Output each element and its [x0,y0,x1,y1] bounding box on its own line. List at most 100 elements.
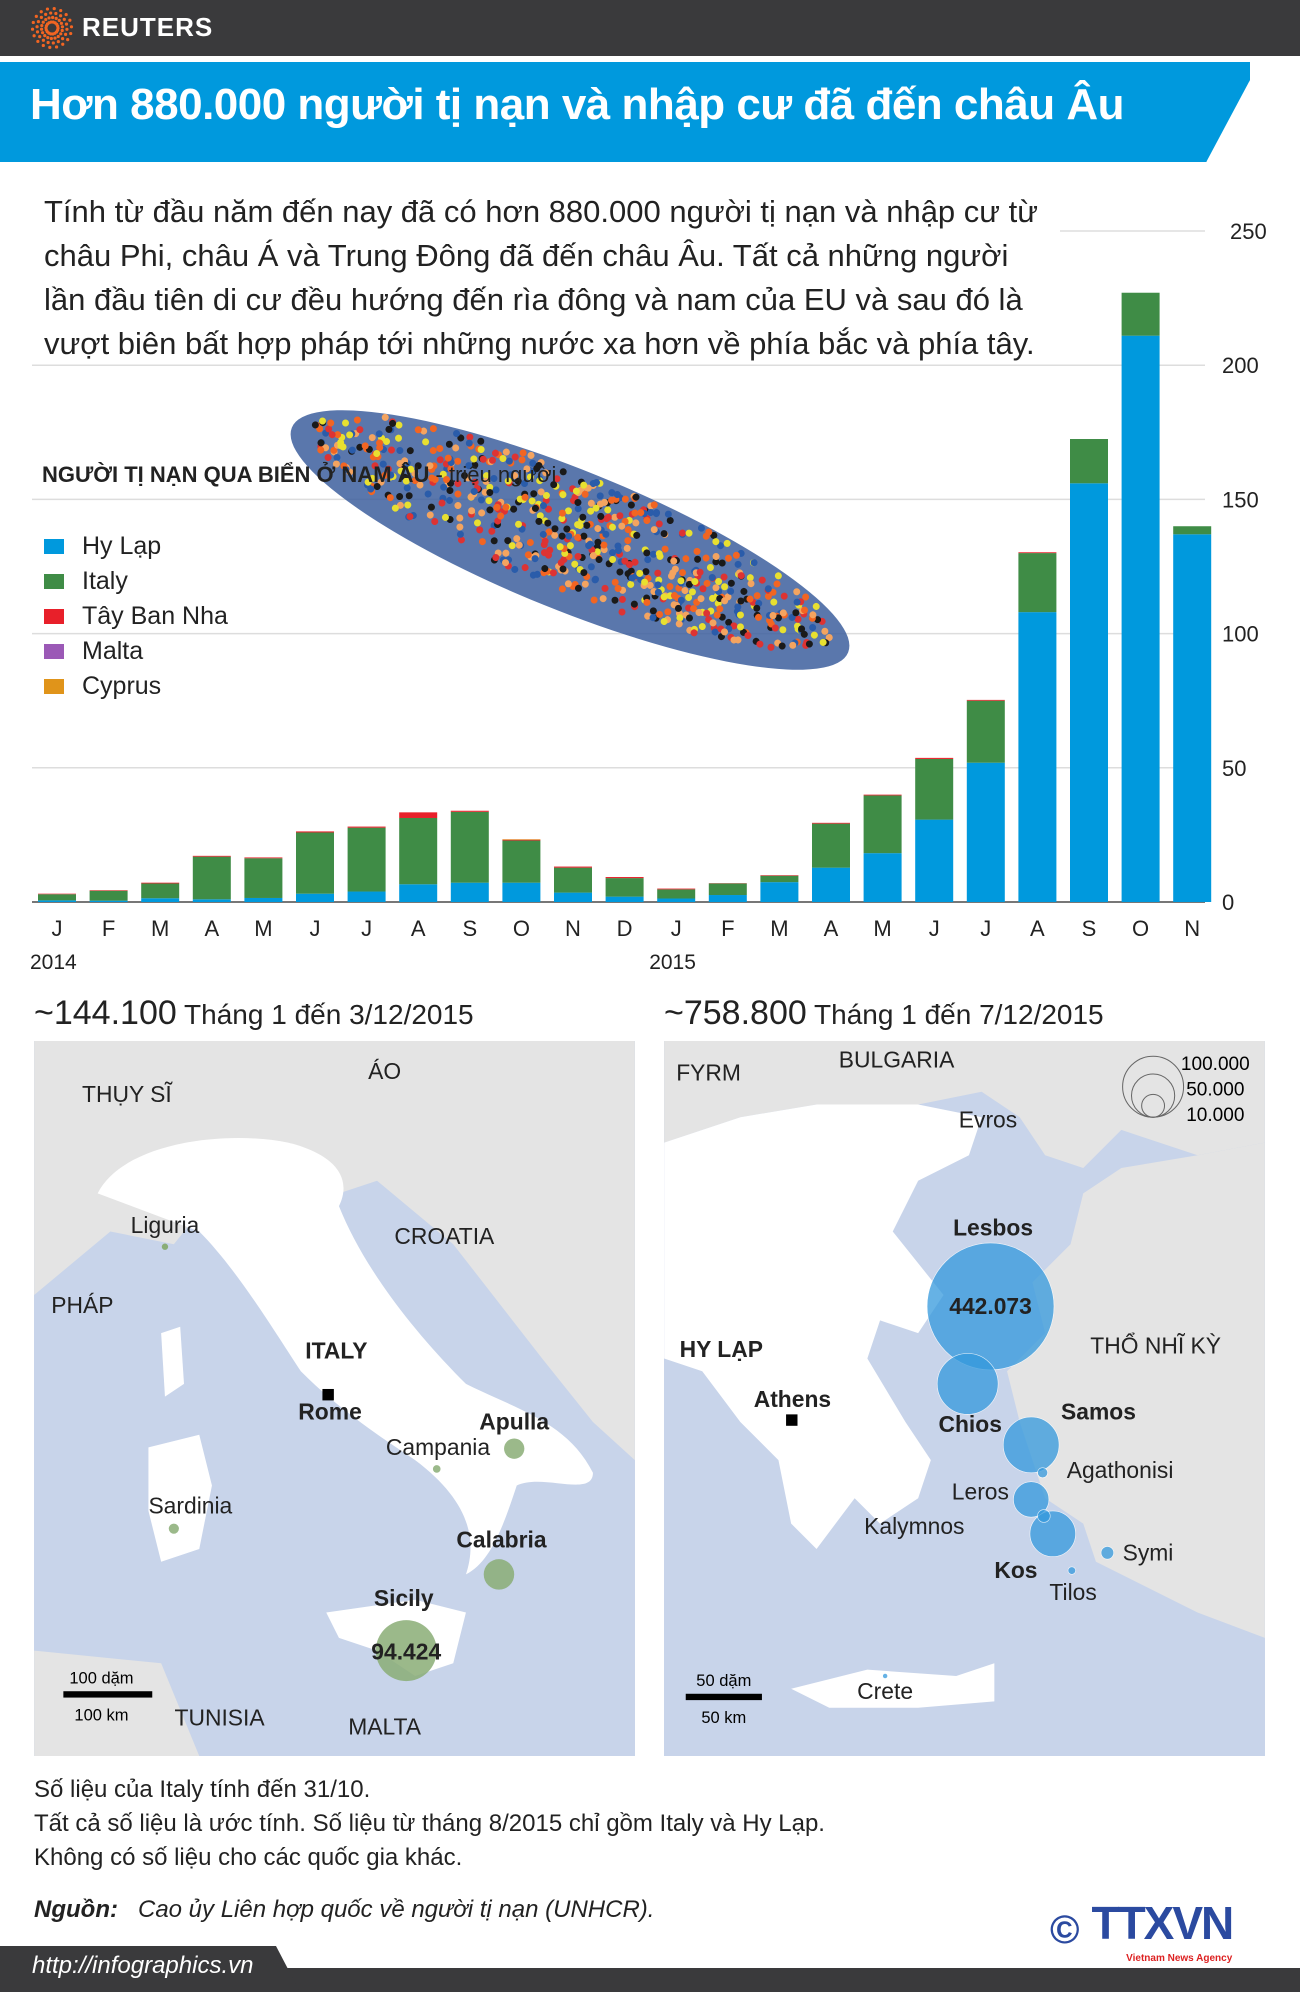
bar-italy [657,889,696,899]
boat-person [732,551,740,559]
boat-person [630,600,638,608]
boat-person [521,480,529,488]
bar-italy [863,795,902,854]
italy-map: ÁO THỤY SĨ Liguria CROATIA PHÁP ITALY Rome Apul… [34,1041,635,1756]
arrivals-circle [1029,1510,1076,1557]
boat-person [535,517,543,525]
bar-tây-ban-nha [915,757,954,759]
boat-person [492,486,500,494]
italy-total: ~144.100 [34,994,177,1032]
boat-person [685,580,693,588]
boat-person [564,580,572,588]
arrivals-circle [1037,1467,1049,1479]
x-tick-label: M [770,916,788,941]
boat-person [558,532,566,540]
boat-person [633,531,641,539]
boat-person [679,569,687,577]
y-tick-label: 50 [1222,756,1246,781]
boat-person [551,525,559,533]
bar-italy [760,875,799,883]
boat-person [779,626,787,634]
boat-person [737,597,745,605]
logo-dot [51,15,55,20]
boat-person [637,509,645,517]
legend-label: Tây Ban Nha [82,602,228,630]
arrivals-circle [483,1559,515,1590]
boat-person [583,521,591,529]
bar-hy-lạp [812,867,850,902]
boat-person [328,431,336,439]
bar-tây-ban-nha [760,875,799,876]
boat-person [531,504,539,512]
boat-person [642,568,650,576]
capital-marker [786,1414,798,1426]
boat-person [643,598,651,606]
bar-hy-lạp [1173,534,1212,902]
boat-person [466,433,474,441]
boat-person [703,579,711,587]
bar-italy [399,817,438,885]
boat-person [479,455,487,463]
boat-person [511,471,519,479]
arrivals-circle [1067,1566,1076,1575]
boat-person [614,584,622,592]
bar-hy-lạp [915,819,954,902]
bar-italy [296,832,334,894]
boat-person [436,456,444,464]
boat-person [356,443,364,451]
boat-person [690,605,698,613]
bar-hy-lạp [38,900,76,902]
url-tab [0,1946,300,1992]
boat-person [477,445,485,453]
arrivals-circle [504,1438,525,1459]
boat-person [521,493,529,501]
boat-person [411,477,419,485]
boat-person [602,530,610,538]
map-label-evros: Evros [959,1106,1017,1132]
boat-person [368,474,376,482]
legend-item: Hy Lạp [44,532,161,561]
greece-map-heading: ~758.800 Tháng 1 đến 7/12/2015 [664,994,1104,1033]
boat-person [604,506,612,514]
boat-person [384,465,392,473]
bar-hy-lạp [863,853,902,902]
boat-person [644,612,652,620]
map-label-leros: Leros [952,1478,1009,1504]
boat-person [593,479,601,487]
logo-dot [54,11,58,16]
boat-person [819,638,827,646]
map-label-samos: Samos [1061,1398,1136,1424]
boat-person [670,557,678,565]
boat-person [697,524,705,532]
boat-person [544,519,552,527]
boat-person [445,440,453,448]
boat-person [809,624,817,632]
logo-dot [59,8,63,13]
chart-title-main: NGƯỜI TỊ NẠN QUA BIỂN Ở NAM ÂU [42,462,430,487]
boat-person [485,497,493,505]
bar-italy [966,700,1005,763]
boat-person [558,509,566,517]
boat-person [574,584,582,592]
logo-dot [66,37,70,42]
x-tick-label: J [52,916,63,941]
boat-person [596,492,604,500]
boat-person [490,474,498,482]
legend-label: Malta [82,637,144,665]
source: Nguồn: Cao ủy Liên hợp quốc về người tị … [34,1896,654,1924]
legend-swatch [44,574,64,589]
bar-hy-lạp [192,899,231,902]
boat-person [574,505,582,513]
boat-person [647,508,655,516]
boat-person [342,419,350,427]
map-label-italy: ITALY [305,1337,367,1363]
boat-person [716,605,724,613]
bar-italy [141,883,180,899]
scale-bar [685,1693,762,1701]
site-url[interactable]: http://infographics.vn [32,1952,254,1979]
boat-person [559,491,567,499]
boat-person [736,623,744,631]
boat-person [774,614,782,622]
bar-hy-lạp [1018,612,1057,902]
x-tick-label: J [361,916,372,941]
